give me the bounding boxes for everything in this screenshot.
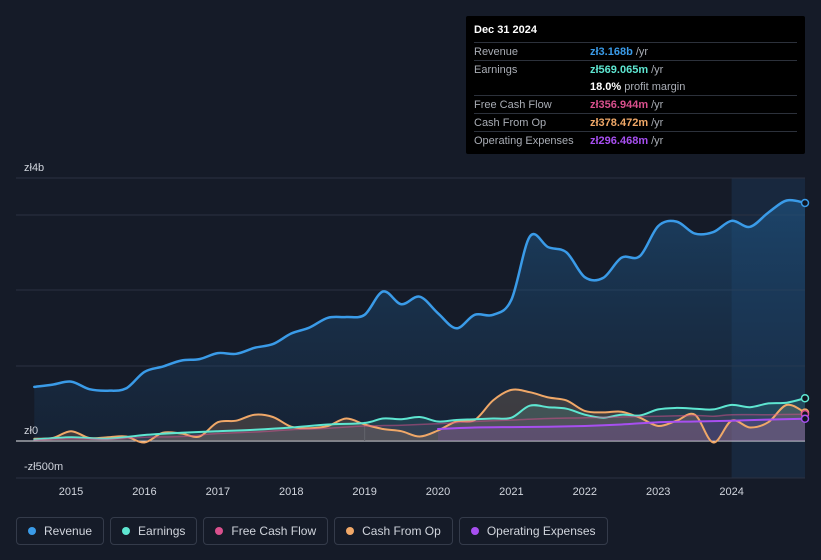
tooltip-row-label: Cash From Op <box>474 117 547 129</box>
tooltip-row-unit: /yr <box>651 99 664 111</box>
tooltip-row-unit: /yr <box>651 117 664 129</box>
tooltip-row-unit: /yr <box>651 64 664 76</box>
tooltip-row-value: zł3.168b <box>590 46 633 58</box>
legend-dot-icon <box>215 527 224 535</box>
tooltip-row-unit: /yr <box>635 46 649 58</box>
tooltip-row-value: zł356.944m <box>590 99 649 111</box>
tooltip-row-label: Revenue <box>474 46 519 58</box>
revenue-area <box>34 200 806 441</box>
legend-label: Operating Expenses <box>486 524 596 538</box>
tooltip-row-label: Operating Expenses <box>474 135 574 147</box>
legend-dot-icon <box>470 527 479 535</box>
tooltip-row-value: 18.0% <box>590 81 622 93</box>
tooltip-row-label: Earnings <box>474 64 518 76</box>
y-label-top: zł4b <box>24 162 44 174</box>
tooltip: Dec 31 2024 Revenue zł3.168b/yr Earnings zł… <box>466 16 805 154</box>
x-tick-label: 2020 <box>426 486 450 498</box>
revenue-endpoint <box>800 198 810 208</box>
tooltip-row: Operating Expenses zł296.468m/yr <box>474 131 797 149</box>
legend-label: Earnings <box>138 524 186 538</box>
tooltip-row-value: zł569.065m <box>590 64 649 76</box>
free-cash-flow-area <box>34 414 806 441</box>
legend-item-revenue[interactable]: Revenue <box>16 517 105 545</box>
legend-dot-icon <box>28 527 36 535</box>
x-tick-label: 2022 <box>573 486 597 498</box>
legend-item-operating-expenses[interactable]: Operating Expenses <box>458 517 608 545</box>
earnings-area <box>34 398 806 441</box>
legend-dot-icon <box>122 527 131 535</box>
tooltip-row: Cash From Op zł378.472m/yr <box>474 113 797 131</box>
earnings-endpoint <box>800 393 810 403</box>
tooltip-row-unit: profit margin <box>624 81 686 93</box>
legend-item-cash-from-op[interactable]: Cash From Op <box>334 517 453 545</box>
tooltip-row: Free Cash Flow zł356.944m/yr <box>474 95 797 113</box>
x-tick-label: 2023 <box>646 486 670 498</box>
operating-expenses-endpoint <box>800 414 810 424</box>
cash-from-op-line <box>33 388 806 444</box>
tooltip-row-value: zł296.468m <box>590 135 649 147</box>
x-tick-label: 2016 <box>132 486 156 498</box>
tooltip-row-value: zł378.472m <box>590 117 649 129</box>
x-tick-label: 2017 <box>206 486 230 498</box>
x-tick-label: 2024 <box>719 486 743 498</box>
legend-item-free-cash-flow[interactable]: Free Cash Flow <box>203 517 329 545</box>
tooltip-row: Earnings zł569.065m/yr <box>474 60 797 78</box>
legend-item-earnings[interactable]: Earnings <box>110 517 198 545</box>
tooltip-row: Revenue zł3.168b/yr <box>474 42 797 60</box>
cash-from-op-area <box>34 389 806 443</box>
x-tick-label: 2019 <box>352 486 376 498</box>
legend-label: Revenue <box>44 524 93 538</box>
y-label-zero: zł0 <box>24 425 38 437</box>
x-tick-label: 2021 <box>499 486 523 498</box>
tooltip-row-label: Free Cash Flow <box>474 99 552 111</box>
y-label-bottom: -zł500m <box>24 461 63 473</box>
chart: 2015 2016 2017 2018 2019 2020 2021 2022 2023 2024… <box>16 162 810 498</box>
revenue-line <box>33 198 807 392</box>
operating-expenses-area <box>438 418 805 441</box>
legend-label: Cash From Op <box>362 524 441 538</box>
x-tick-label: 2018 <box>279 486 303 498</box>
legend-label: Free Cash Flow <box>231 524 317 538</box>
tooltip-row: 18.0% profit margin <box>474 78 797 95</box>
tooltip-row-unit: /yr <box>651 135 664 147</box>
x-tick-label: 2015 <box>59 486 83 498</box>
earnings-line <box>33 397 806 441</box>
legend-dot-icon <box>346 527 355 535</box>
legend: Revenue Earnings Free Cash Flow Cash From O… <box>16 517 608 545</box>
free-cash-flow-line <box>33 413 806 441</box>
operating-expenses-line <box>437 417 806 430</box>
tooltip-date: Dec 31 2024 <box>474 24 537 36</box>
